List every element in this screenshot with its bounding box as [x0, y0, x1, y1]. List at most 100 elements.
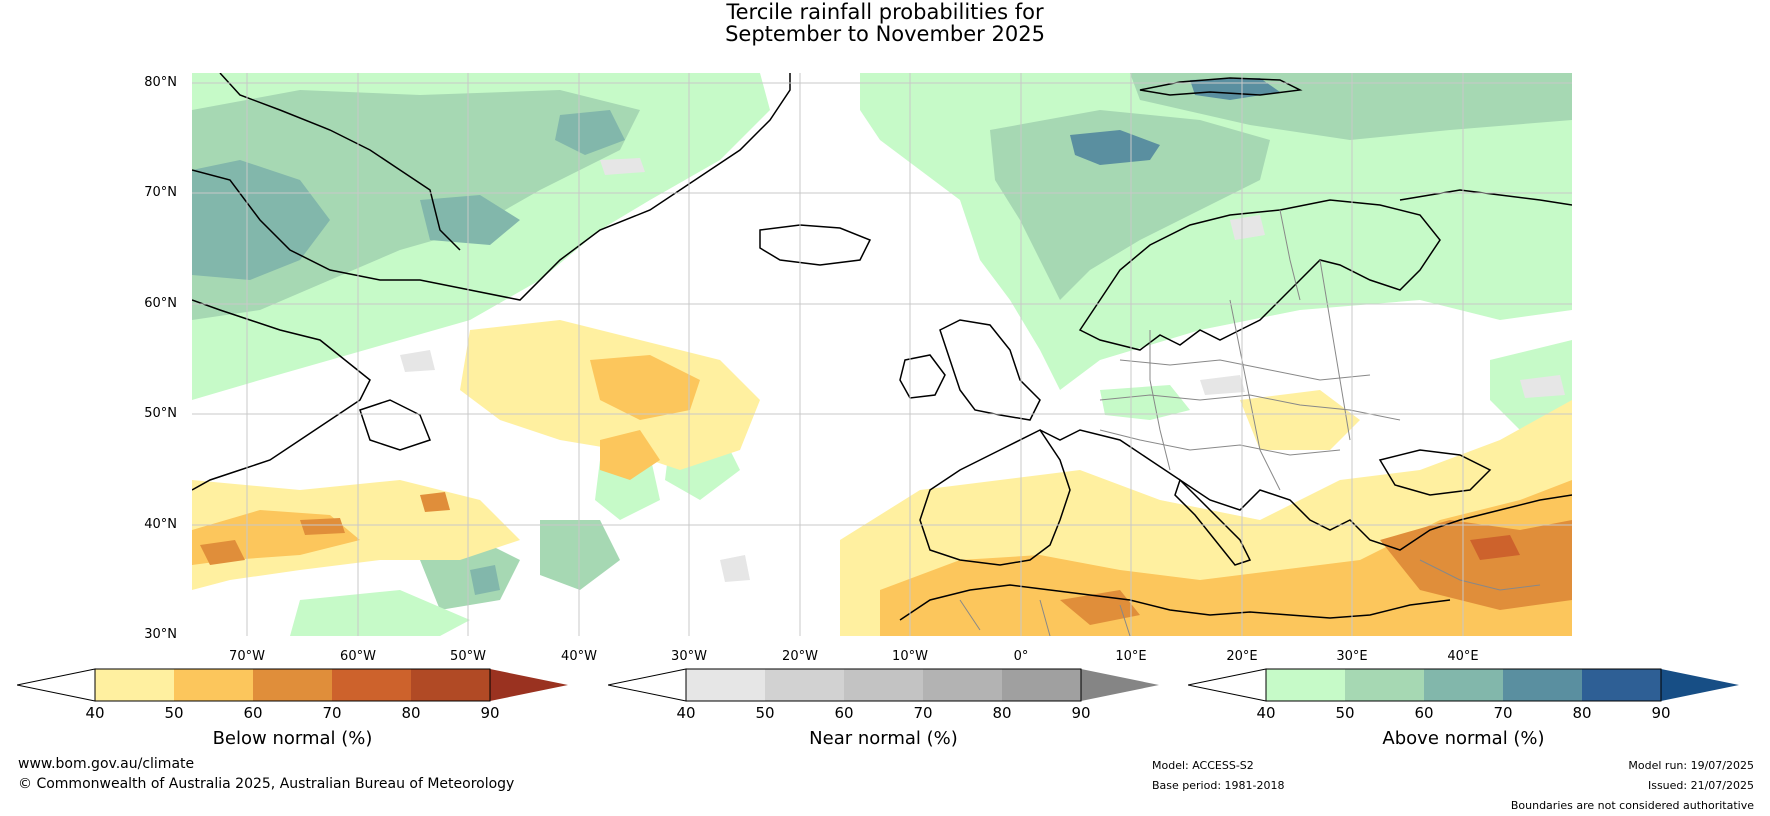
westatlantic-below-deep2: [300, 518, 345, 535]
lon-label-20w: 20°W: [782, 649, 818, 664]
above-tick-80: 80: [1572, 704, 1592, 722]
above-tick-40: 40: [1256, 704, 1276, 722]
near-cbar-high-arrow: [1081, 669, 1159, 701]
novaya-zemlya-coast: [1139, 77, 1303, 96]
above-normal-title: Above normal (%): [1382, 728, 1545, 749]
atlantic-above-patch3: [540, 520, 620, 590]
near-cbar-seg-2: [765, 669, 844, 701]
border-7: [1279, 209, 1301, 301]
below-cbar-seg-4: [332, 669, 411, 701]
lat-label-30n: 30°N: [144, 627, 177, 642]
above-cbar-seg-4: [1503, 669, 1582, 701]
border-1: [1099, 394, 1401, 421]
near-normal-patch2: [1230, 215, 1265, 240]
above-cbar-outline: [1265, 668, 1662, 702]
above-cbar-seg-1: [1266, 669, 1345, 701]
newfoundland-coast: [359, 399, 431, 451]
border-6: [1099, 429, 1341, 456]
greenland-west-coast: [219, 73, 461, 251]
below-normal-regions: [192, 320, 1572, 636]
below-cbar-high-arrow: [490, 669, 568, 701]
below-cbar-outline: [94, 668, 491, 702]
country-borders: [959, 209, 1541, 636]
near-normal-colorbar: [608, 668, 1159, 702]
graticule: [192, 73, 1572, 636]
border-9: [959, 599, 1131, 636]
near-tick-90: 90: [1071, 704, 1091, 722]
near-normal-patch1: [600, 158, 645, 175]
above-tick-50: 50: [1335, 704, 1355, 722]
middle-east-below-deepest: [1470, 535, 1520, 560]
near-tick-60: 60: [834, 704, 854, 722]
website-link[interactable]: www.bom.gov.au/climate: [18, 756, 195, 772]
above-cbar-high-arrow: [1661, 669, 1739, 701]
near-normal-title: Near normal (%): [809, 728, 958, 749]
border-4: [1229, 299, 1281, 491]
boundaries-disclaimer: Boundaries are not considered authoritat…: [1510, 799, 1754, 812]
below-tick-80: 80: [401, 704, 421, 722]
below-tick-90: 90: [480, 704, 500, 722]
lat-label-40n: 40°N: [144, 517, 177, 532]
below-tick-60: 60: [243, 704, 263, 722]
model-name: Model: ACCESS-S2: [1152, 759, 1254, 772]
map-title-line1: Tercile rainfall probabilities for: [726, 0, 1044, 24]
greenland-above-deep3: [555, 110, 625, 155]
near-cbar-low-arrow: [608, 668, 687, 702]
greenland-above-core: [192, 90, 640, 320]
north-africa-below-core: [880, 480, 1572, 636]
below-normal-colorbar: [17, 668, 568, 702]
europe-coast: [1039, 429, 1572, 551]
labrador-coast: [192, 299, 371, 491]
below-tick-70: 70: [322, 704, 342, 722]
map-title-line2: September to November 2025: [725, 22, 1045, 46]
above-tick-70: 70: [1493, 704, 1513, 722]
black-sea-coast: [1378, 449, 1492, 496]
westatlantic-below-deep: [200, 540, 245, 565]
lon-label-70w: 70°W: [229, 649, 265, 664]
near-tick-80: 80: [992, 704, 1012, 722]
near-cbar-seg-3: [844, 669, 923, 701]
atlantic-above-patch2: [470, 565, 500, 595]
above-cbar-low-arrow: [1188, 668, 1267, 702]
below-cbar-seg-5: [411, 669, 490, 701]
below-tick-50: 50: [164, 704, 184, 722]
near-cbar-seg-5: [1002, 669, 1081, 701]
africa-coast: [899, 584, 1451, 621]
central-europe-above: [1100, 385, 1190, 420]
uk-coast: [939, 319, 1041, 421]
border-3: [1149, 330, 1171, 471]
border-8: [1419, 559, 1541, 591]
lon-label-30w: 30°W: [671, 649, 707, 664]
issued-date: Issued: 21/07/2025: [1647, 779, 1754, 792]
lat-label-60n: 60°N: [144, 296, 177, 311]
lon-label-30e: 30°E: [1336, 649, 1368, 664]
near-cbar-seg-1: [686, 669, 765, 701]
near-tick-40: 40: [676, 704, 696, 722]
border-5: [1319, 259, 1351, 441]
lat-label-50n: 50°N: [144, 406, 177, 421]
lat-label-80n: 80°N: [144, 75, 177, 90]
atlantic-below-core2: [600, 430, 660, 480]
near-cbar-outline: [685, 668, 1082, 702]
near-tick-70: 70: [913, 704, 933, 722]
above-normal-colorbar: [1188, 668, 1739, 702]
copyright-text: © Commonwealth of Australia 2025, Austra…: [18, 776, 515, 792]
above-tick-60: 60: [1414, 704, 1434, 722]
lon-label-40e: 40°E: [1447, 649, 1479, 664]
above-cbar-seg-5: [1582, 669, 1661, 701]
greenland-above-deep2: [420, 195, 520, 245]
lon-label-10e: 10°E: [1115, 649, 1147, 664]
near-normal-regions: [400, 158, 1565, 582]
scandinavia-coast: [1078, 199, 1441, 351]
above-cbar-seg-2: [1345, 669, 1424, 701]
norway-sea-above-deep: [1070, 130, 1160, 165]
near-normal-patch4: [1200, 375, 1245, 395]
near-normal-patch3: [400, 350, 435, 372]
greenland-coast: [192, 73, 791, 301]
near-normal-patch5: [1520, 375, 1565, 398]
base-period: Base period: 1981-2018: [1152, 779, 1285, 792]
above-cbar-seg-3: [1424, 669, 1503, 701]
iberia-coast: [919, 429, 1071, 566]
model-run-date: Model run: 19/07/2025: [1628, 759, 1754, 772]
